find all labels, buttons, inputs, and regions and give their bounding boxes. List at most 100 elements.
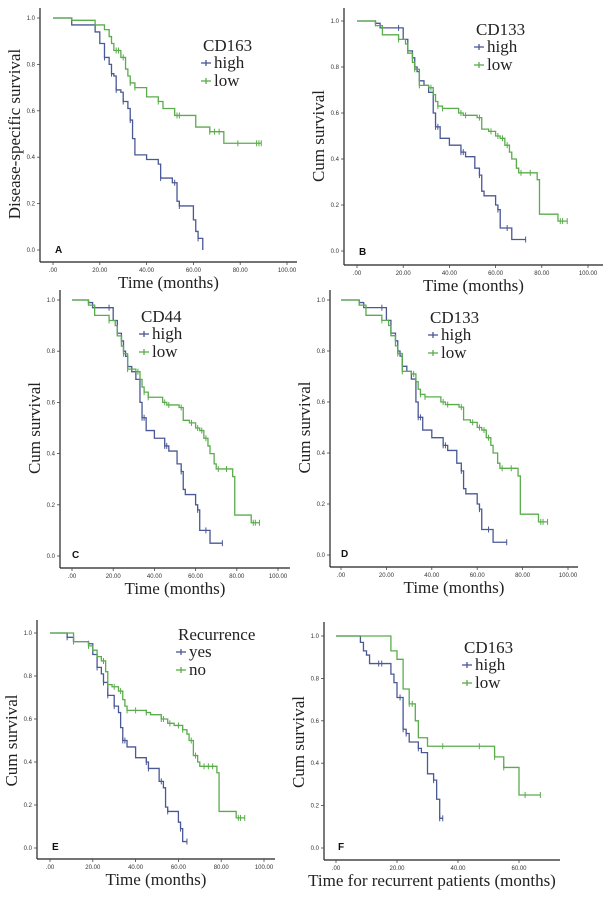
x-tick-label: 60.00 — [188, 574, 204, 580]
y-tick-label: 0.2 — [27, 202, 36, 208]
y-tick-label: 0.8 — [27, 62, 36, 68]
y-tick-label: 0.2 — [331, 203, 340, 209]
x-tick-label: 80.00 — [233, 268, 249, 274]
x-tick-label: 100.00 — [579, 271, 598, 277]
x-tick-label: 80.00 — [515, 573, 531, 579]
x-tick-label: 40.00 — [442, 271, 458, 277]
survival-curve-no — [50, 632, 245, 819]
y-tick-label: 0.0 — [47, 554, 56, 560]
panel-F: 0.0 0.2 0.4 0.6 0.8 1.0 .00 20.00 40.00 60.00 Cum … — [289, 622, 560, 890]
y-tick-label: 0.6 — [27, 109, 36, 115]
legend-entry-low: low — [214, 71, 240, 90]
x-tick-label: 100.00 — [255, 865, 274, 871]
x-tick-label: 20.00 — [92, 268, 108, 274]
x-tick-label: 40.00 — [450, 866, 466, 872]
panel-letter: D — [341, 549, 348, 560]
y-tick-label: 0.2 — [47, 503, 56, 509]
panel-letter: E — [52, 842, 59, 853]
y-tick-label: 1.0 — [311, 634, 320, 640]
y-tick-label: 0.2 — [311, 804, 320, 810]
legend-title: CD163 — [464, 638, 513, 657]
y-tick-label: 0.4 — [311, 761, 320, 767]
panel-C: 0.0 0.2 0.4 0.6 0.8 1.0 .00 20.00 40.00 60.00 80.0… — [25, 290, 290, 598]
y-axis-label: Disease-specific survival — [5, 49, 24, 220]
x-tick-label: 80.00 — [229, 574, 245, 580]
y-tick-label: 0.8 — [331, 65, 340, 71]
y-tick-label: 0.0 — [24, 846, 33, 852]
x-tick-label: 80.00 — [214, 865, 230, 871]
y-tick-label: 0.6 — [47, 400, 56, 406]
y-tick-label: 0.4 — [331, 157, 340, 163]
x-tick-label: 100.00 — [278, 268, 297, 274]
x-tick-label: 80.00 — [534, 271, 550, 277]
survival-curve-high — [72, 299, 223, 544]
y-tick-label: 0.6 — [331, 111, 340, 117]
x-axis-label: Time (months) — [404, 578, 505, 597]
y-axis-label: Cum survival — [2, 694, 21, 786]
y-axis-label: Cum survival — [295, 381, 314, 473]
x-tick-label: 20.00 — [85, 865, 101, 871]
legend-title: CD133 — [476, 20, 525, 39]
x-tick-label: 20.00 — [106, 574, 122, 580]
legend-entry-low: low — [152, 342, 178, 361]
y-tick-label: 0.6 — [311, 719, 320, 725]
legend-title: Recurrence — [178, 625, 255, 644]
x-tick-label: .00 — [332, 866, 341, 872]
survival-curve-high — [53, 17, 204, 250]
x-tick-label: 60.00 — [171, 865, 187, 871]
y-tick-label: 1.0 — [27, 16, 36, 22]
survival-curve-low — [53, 17, 262, 144]
y-tick-label: 1.0 — [47, 298, 56, 304]
x-axis-label: Time for recurrent patients (months) — [308, 871, 556, 890]
legend-title: CD44 — [141, 307, 182, 326]
y-tick-label: 0.0 — [27, 248, 36, 254]
panel-letter: B — [359, 247, 366, 258]
panel-B: 0.0 0.2 0.4 0.6 0.8 1.0 .00 20.00 40.00 60.00 80.0… — [309, 8, 603, 295]
y-tick-label: 1.0 — [331, 19, 340, 25]
legend-title: CD163 — [203, 36, 252, 55]
y-tick-label: 0.8 — [47, 349, 56, 355]
y-tick-label: 0.4 — [27, 155, 36, 161]
x-axis-label: Time (months) — [106, 870, 207, 889]
x-tick-label: .00 — [353, 271, 362, 277]
x-tick-label: .00 — [46, 865, 55, 871]
legend-entry-low: low — [487, 55, 513, 74]
x-tick-label: 20.00 — [396, 271, 412, 277]
y-tick-label: 0.8 — [24, 674, 33, 680]
survival-curve-low — [357, 20, 568, 222]
y-tick-label: 0.0 — [331, 249, 340, 255]
x-tick-label: 60.00 — [470, 573, 486, 579]
survival-curve-high — [336, 635, 443, 819]
x-tick-label: 60.00 — [488, 271, 504, 277]
legend-entry-high: high — [214, 53, 245, 72]
x-tick-label: 20.00 — [379, 573, 395, 579]
y-tick-label: 1.0 — [24, 631, 33, 637]
panel-A: 0.0 0.2 0.4 0.6 0.8 1.0 .00 20.00 40.00 60.00 80.0… — [5, 8, 297, 292]
y-tick-label: 0.4 — [47, 452, 56, 458]
x-tick-label: 40.00 — [147, 574, 163, 580]
x-tick-label: .00 — [337, 573, 346, 579]
legend-title: CD133 — [430, 308, 479, 327]
x-tick-label: 100.00 — [559, 573, 578, 579]
x-tick-label: .00 — [49, 268, 58, 274]
y-tick-label: 0.4 — [317, 451, 326, 457]
x-tick-label: 20.00 — [389, 866, 405, 872]
survival-curve-yes — [50, 632, 187, 843]
y-axis-label: Cum survival — [289, 696, 308, 788]
panel-E: 0.0 0.2 0.4 0.6 0.8 1.0 .00 20.00 40.00 60.00 80.0… — [2, 620, 275, 889]
x-tick-label: .00 — [68, 574, 77, 580]
legend-entry-high: high — [475, 655, 506, 674]
y-tick-label: 0.6 — [24, 717, 33, 723]
x-axis-label: Time (months) — [118, 273, 219, 292]
x-tick-label: 60.00 — [511, 866, 527, 872]
y-tick-label: 0.8 — [311, 676, 320, 682]
panel-D: 0.0 0.2 0.4 0.6 0.8 1.0 .00 20.00 40.00 60.00 80.0… — [295, 290, 578, 597]
y-tick-label: 0.0 — [317, 553, 326, 559]
legend-entry-high: high — [152, 324, 183, 343]
legend-entry-low: low — [475, 673, 501, 692]
legend-entry-high: high — [441, 325, 472, 344]
y-tick-label: 0.2 — [317, 502, 326, 508]
panel-letter: A — [55, 245, 62, 256]
legend-entry-no: no — [189, 660, 206, 679]
